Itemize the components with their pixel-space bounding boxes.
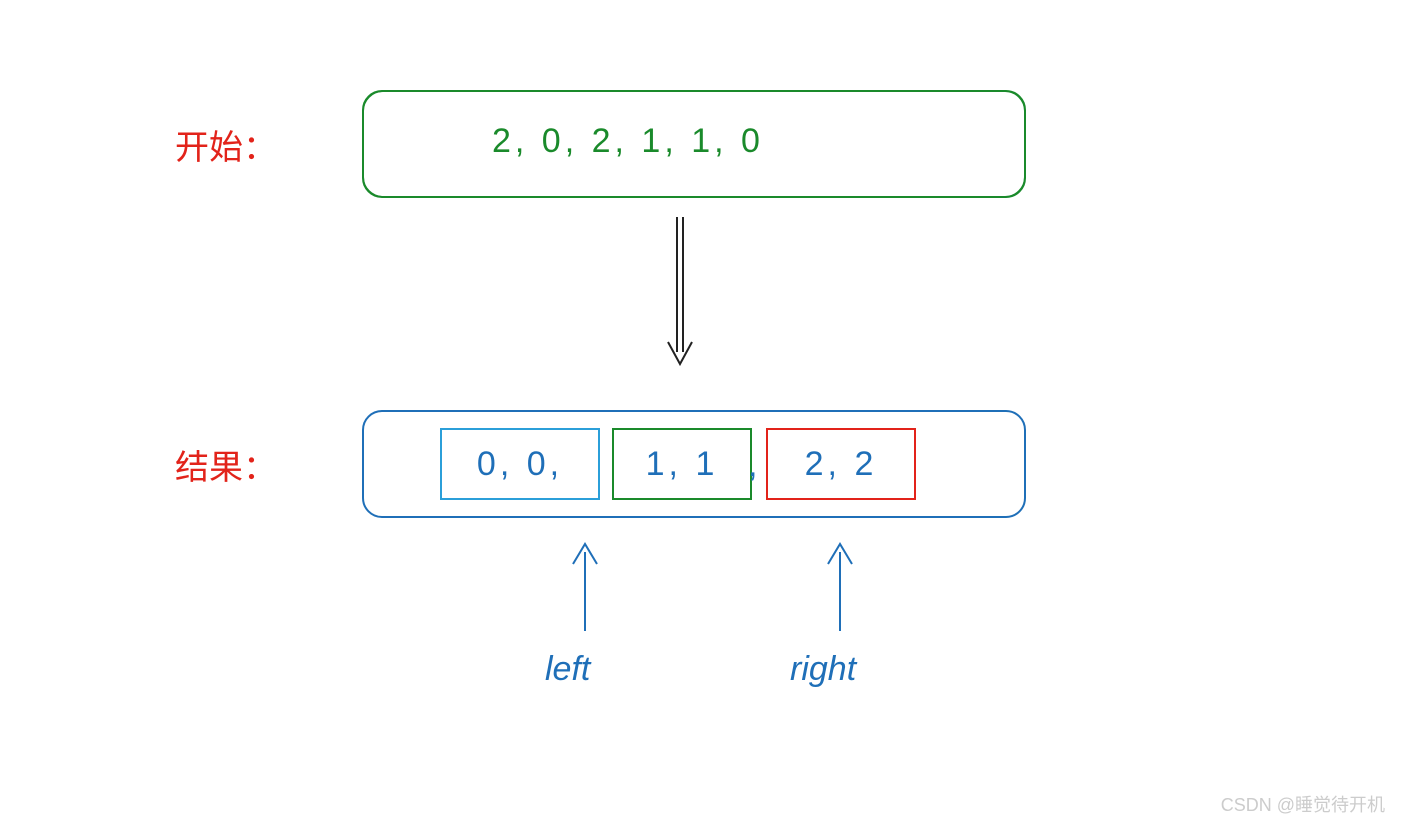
right-pointer-arrow-icon: [820, 540, 860, 635]
start-label: 开始：: [175, 120, 277, 169]
comma-between: ,: [748, 446, 757, 485]
group-twos: 2, 2: [766, 428, 916, 500]
left-pointer-label: left: [545, 650, 590, 689]
result-label: 结果：: [175, 440, 277, 489]
group-ones: 1, 1: [612, 428, 752, 500]
arrow-down-icon: [660, 212, 700, 370]
watermark: CSDN @睡觉待开机: [1221, 791, 1385, 817]
group-zeros: 0, 0,: [440, 428, 600, 500]
left-pointer-arrow-icon: [565, 540, 605, 635]
right-pointer-label: right: [790, 650, 856, 689]
start-array-text: 2, 0, 2, 1, 1, 0: [492, 122, 764, 161]
